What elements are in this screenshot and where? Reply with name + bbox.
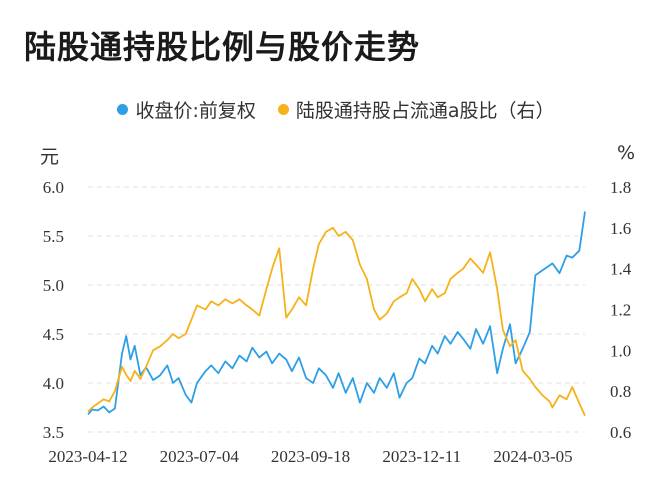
chart-title: 陆股通持股比例与股价走势 (24, 28, 421, 66)
x-tick-label: 2023-12-11 (382, 447, 461, 466)
left-tick-label: 6.0 (43, 178, 64, 197)
legend-dot-holding (277, 104, 289, 115)
price-series-line (87, 211, 586, 415)
legend-item-price[interactable]: 收盘价:前复权 (117, 96, 256, 123)
left-axis-unit: 元 (40, 146, 60, 168)
left-tick-label: 5.5 (43, 227, 64, 246)
right-axis-ticks: 0.6 0.8 1.0 1.2 1.4 1.6 1.8 (610, 178, 632, 442)
x-tick-label: 2023-04-12 (48, 447, 127, 466)
left-tick-label: 5.0 (43, 276, 64, 295)
legend-dot-price (117, 104, 129, 115)
right-tick-label: 1.8 (610, 178, 631, 197)
legend-item-holding[interactable]: 陆股通持股占流通a股比（右） (277, 96, 555, 123)
grid-lines (88, 186, 585, 433)
chart-legend: 收盘价:前复权 陆股通持股占流通a股比（右） (0, 96, 672, 123)
right-tick-label: 1.0 (610, 341, 631, 360)
legend-label-price: 收盘价:前复权 (135, 100, 256, 122)
left-tick-label: 4.0 (43, 374, 64, 393)
right-tick-label: 0.6 (610, 423, 631, 442)
series-lines (87, 211, 586, 417)
right-tick-label: 1.6 (610, 219, 631, 238)
x-tick-label: 2023-09-18 (271, 447, 350, 466)
x-axis-ticks: 2023-04-12 2023-07-04 2023-09-18 2023-12-11… (48, 447, 572, 466)
x-tick-label: 2024-03-05 (493, 447, 572, 466)
right-tick-label: 1.2 (610, 301, 631, 320)
right-axis-unit: % (616, 142, 635, 164)
left-axis-ticks: 3.5 4.0 4.5 5.0 5.5 6.0 (43, 178, 64, 442)
x-tick-label: 2023-07-04 (160, 447, 240, 466)
holding-series-line (87, 226, 586, 417)
legend-label-holding: 陆股通持股占流通a股比（右） (295, 100, 555, 122)
right-tick-label: 1.4 (610, 260, 632, 279)
right-tick-label: 0.8 (610, 382, 631, 401)
left-tick-label: 4.5 (43, 325, 64, 344)
left-tick-label: 3.5 (43, 423, 64, 442)
